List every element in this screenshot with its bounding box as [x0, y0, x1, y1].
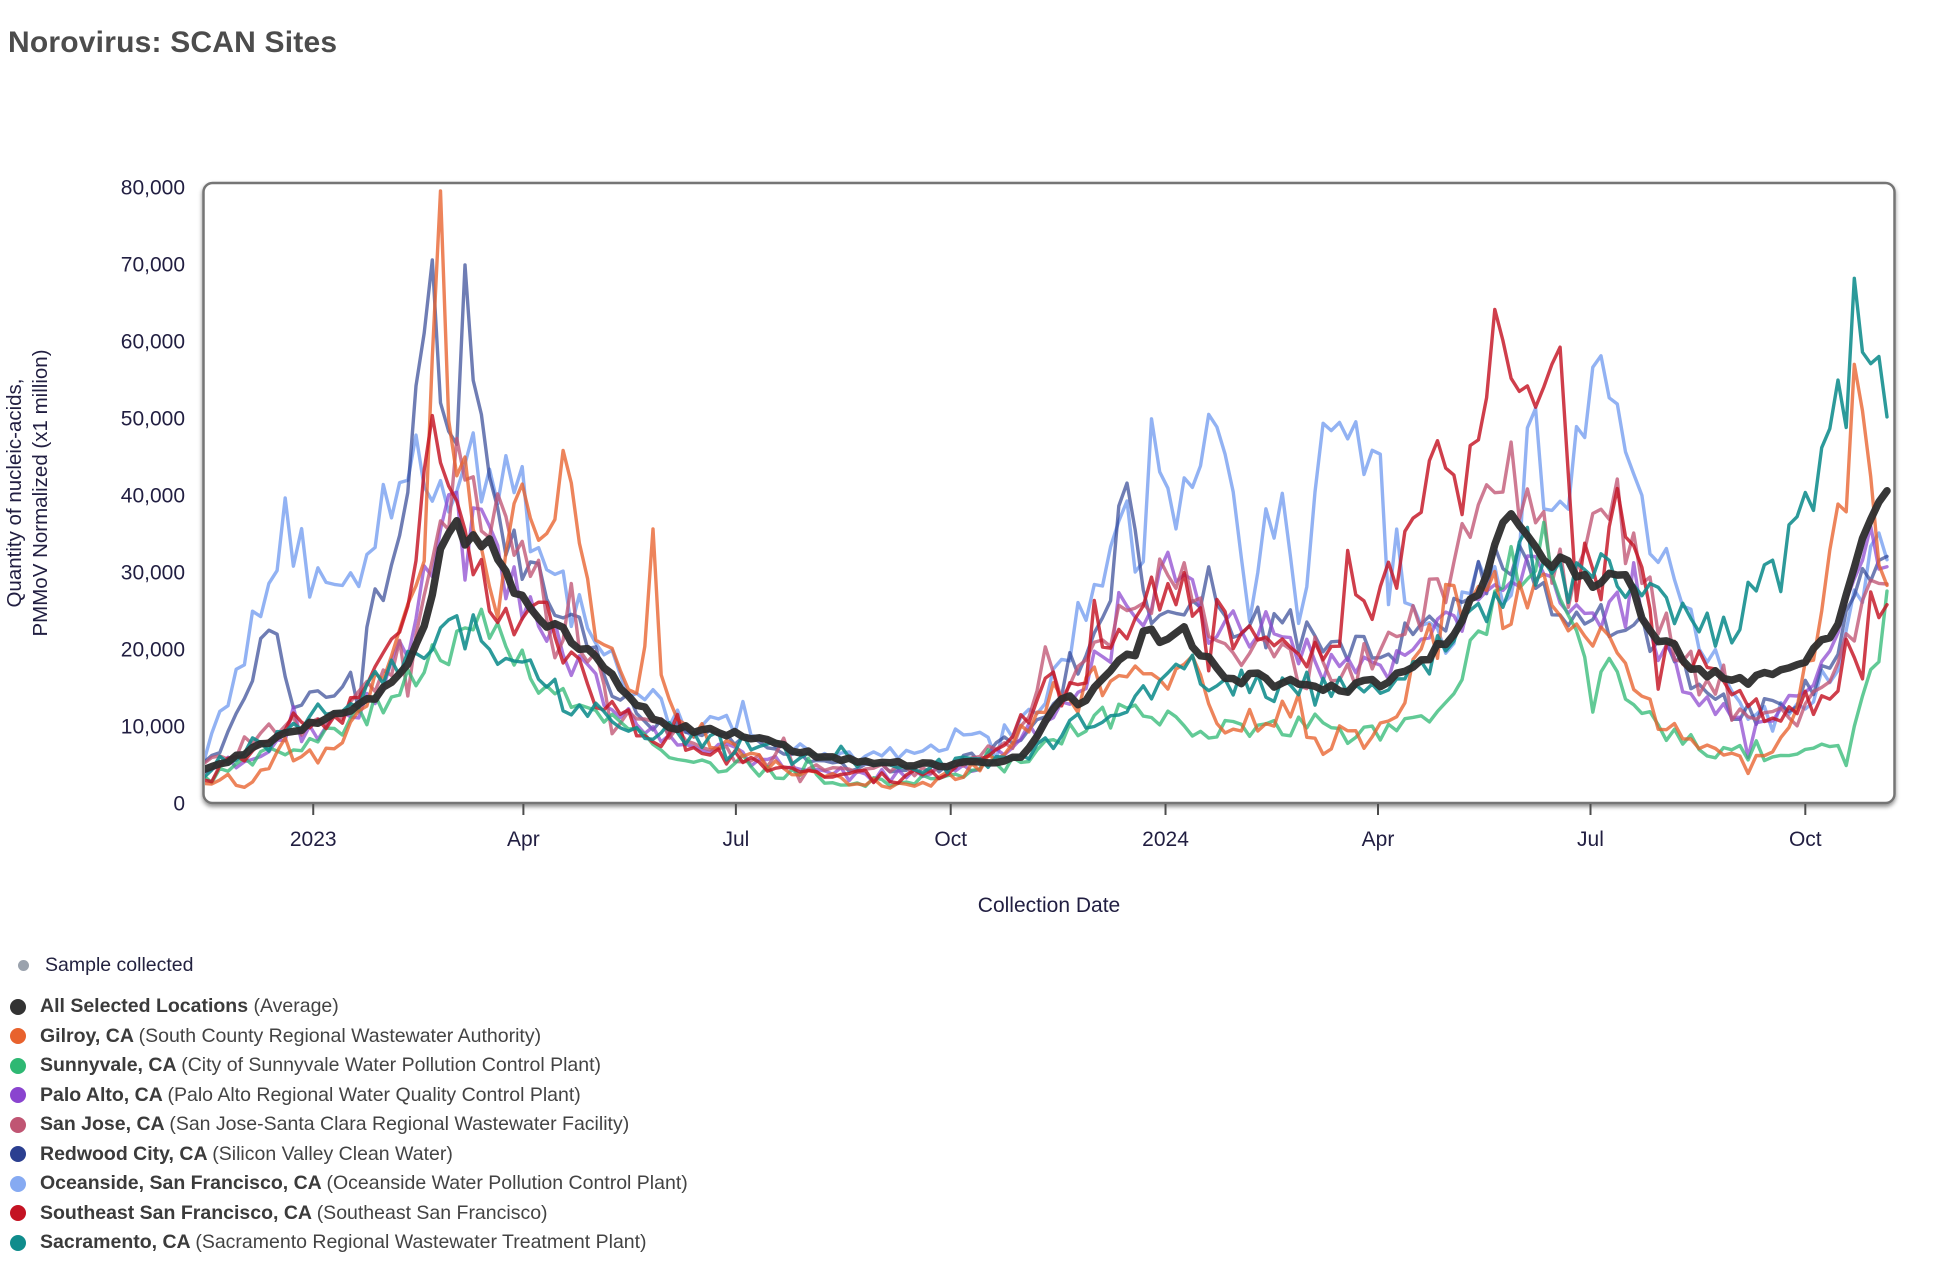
legend-item-name: San Jose, CA [40, 1113, 170, 1136]
series-line-sacramento [205, 276, 1889, 780]
legend-location-list: All Selected Locations (Average) Gilroy, … [10, 992, 1110, 1258]
x-tick-label: 2023 [290, 828, 337, 851]
y-tick-label: 10,000 [121, 716, 185, 739]
legend-item-desc: (Average) [253, 995, 339, 1018]
y-tick-label: 70,000 [121, 254, 185, 277]
legend-dot-icon-sesf [10, 1205, 26, 1222]
x-tick-label: Jul [722, 828, 749, 851]
sample-collected-label: Sample collected [45, 953, 194, 976]
legend-dot-icon-oceanside [10, 1175, 26, 1192]
legend-item-desc: (South County Regional Wastewater Author… [138, 1024, 542, 1047]
legend-item-desc: (Palo Alto Regional Water Quality Contro… [167, 1083, 581, 1106]
y-tick-label: 20,000 [121, 639, 185, 662]
series-line-average [205, 487, 1891, 774]
legend-dot-icon-sacramento [10, 1234, 26, 1251]
y-tick-label: 0 [173, 793, 185, 816]
chart-legend: Sample collected All Selected Locations … [10, 950, 1110, 1258]
x-axis-tick-labels: 2023 Apr Jul Oct 2024 Apr Jul Oct [290, 804, 1822, 851]
series-line-oceanside [205, 354, 1889, 765]
legend-item-average[interactable]: All Selected Locations (Average) [10, 992, 1110, 1022]
legend-sample-collected: Sample collected [18, 950, 1110, 980]
x-tick-label: 2024 [1142, 828, 1189, 851]
legend-item-name: Palo Alto, CA [40, 1083, 168, 1106]
x-axis-title: Collection Date [978, 894, 1120, 917]
x-tick-label: Oct [1789, 828, 1822, 851]
legend-item-name: Oceanside, San Francisco, CA [40, 1172, 327, 1195]
series-line-sesf [205, 307, 1889, 785]
y-axis-tick-labels: 0 10,000 20,000 30,000 40,000 50,000 60,000 70,… [121, 177, 185, 816]
legend-dot-icon-average [10, 998, 26, 1015]
y-axis-title-line1: Quantity of nucleic-acids, [3, 378, 26, 607]
legend-item-sesf[interactable]: Southeast San Francisco, CA (Southeast S… [10, 1199, 1110, 1229]
y-tick-label: 80,000 [121, 177, 185, 200]
legend-item-desc: (Sacramento Regional Wastewater Treatmen… [195, 1231, 647, 1254]
legend-item-gilroy[interactable]: Gilroy, CA (South County Regional Wastew… [10, 1022, 1110, 1052]
series-line-sunnyvale [205, 520, 1889, 789]
legend-dot-icon-sunnyvale [10, 1057, 26, 1074]
legend-item-desc: (San Jose-Santa Clara Regional Wastewate… [169, 1113, 630, 1136]
series-lines [205, 189, 1891, 790]
legend-item-name: Sacramento, CA [40, 1231, 196, 1254]
norovirus-line-chart: 0 10,000 20,000 30,000 40,000 50,000 60,000 70,… [3, 177, 1896, 917]
series-line-sanjose [205, 436, 1889, 784]
legend-item-name: Gilroy, CA [40, 1024, 139, 1047]
legend-item-desc: (Southeast San Francisco) [316, 1201, 548, 1224]
legend-item-sanjose[interactable]: San Jose, CA (San Jose-Santa Clara Regio… [10, 1110, 1110, 1140]
legend-item-redwood[interactable]: Redwood City, CA (Silicon Valley Clean W… [10, 1140, 1110, 1170]
x-tick-label: Oct [934, 828, 967, 851]
legend-item-oceanside[interactable]: Oceanside, San Francisco, CA (Oceanside … [10, 1169, 1110, 1199]
legend-dot-icon-redwood [10, 1146, 26, 1163]
y-tick-label: 50,000 [121, 408, 185, 431]
y-tick-label: 40,000 [121, 485, 185, 508]
legend-item-desc: (City of Sunnyvale Water Pollution Contr… [181, 1054, 602, 1077]
x-tick-label: Apr [507, 828, 540, 851]
legend-item-sacramento[interactable]: Sacramento, CA (Sacramento Regional Wast… [10, 1228, 1110, 1258]
legend-item-name: All Selected Locations [40, 995, 254, 1018]
legend-dot-icon-sanjose [10, 1116, 26, 1133]
legend-item-name: Southeast San Francisco, CA [40, 1201, 317, 1224]
sample-collected-dot-icon [18, 959, 29, 971]
legend-dot-icon-gilroy [10, 1028, 26, 1045]
legend-item-paloalto[interactable]: Palo Alto, CA (Palo Alto Regional Water … [10, 1081, 1110, 1111]
series-line-gilroy [205, 189, 1889, 790]
legend-item-sunnyvale[interactable]: Sunnyvale, CA (City of Sunnyvale Water P… [10, 1051, 1110, 1081]
x-tick-label: Apr [1362, 828, 1395, 851]
legend-item-desc: (Oceanside Water Pollution Control Plant… [326, 1172, 688, 1195]
legend-item-name: Redwood City, CA [40, 1142, 213, 1165]
legend-item-name: Sunnyvale, CA [40, 1054, 182, 1077]
y-tick-label: 30,000 [121, 562, 185, 585]
page-title: Norovirus: SCAN Sites [8, 26, 338, 59]
legend-dot-icon-paloalto [10, 1087, 26, 1104]
plot-area-frame [202, 181, 1896, 805]
x-tick-label: Jul [1577, 828, 1604, 851]
legend-item-desc: (Silicon Valley Clean Water) [212, 1142, 453, 1165]
y-axis-title-line2: PMMoV Normalized (x1 million) [29, 349, 52, 636]
y-tick-label: 60,000 [121, 331, 185, 354]
